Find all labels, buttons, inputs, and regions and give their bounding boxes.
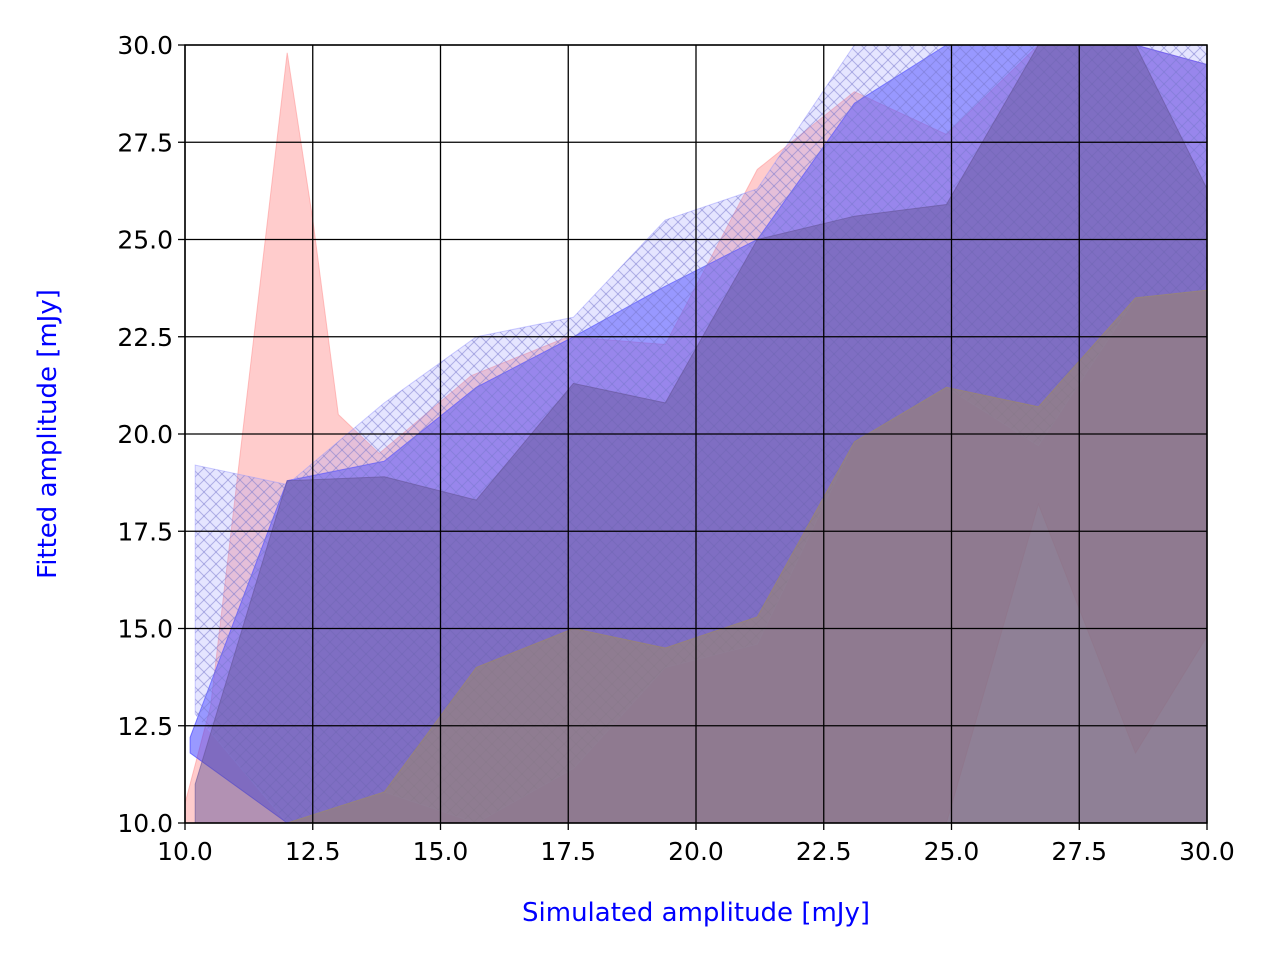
x-tick-label: 15.0	[413, 837, 469, 866]
x-axis-label: Simulated amplitude [mJy]	[522, 898, 870, 928]
x-tick-label: 30.0	[1179, 837, 1235, 866]
x-tick-label: 17.5	[540, 837, 596, 866]
y-tick-label: 27.5	[117, 128, 173, 157]
x-axis: 10.0 12.5 15.0 17.5 20.0 22.5 25.0 27.5 30.0	[157, 823, 1235, 866]
y-tick-label: 17.5	[117, 517, 173, 546]
x-tick-label: 25.0	[924, 837, 980, 866]
area-band-5	[195, 289, 1207, 823]
y-tick-label: 12.5	[117, 712, 173, 741]
y-tick-label: 20.0	[117, 420, 173, 449]
y-tick-label: 15.0	[117, 615, 173, 644]
x-tick-label: 10.0	[157, 837, 213, 866]
y-axis: 10.0 12.5 15.0 17.5 20.0 22.5 25.0 27.5 30.0	[117, 31, 185, 838]
y-tick-label: 25.0	[117, 226, 173, 255]
x-tick-label: 12.5	[285, 837, 341, 866]
y-axis-label: Fitted amplitude [mJy]	[33, 289, 63, 579]
y-tick-label: 10.0	[117, 809, 173, 838]
x-tick-label: 20.0	[668, 837, 724, 866]
x-tick-label: 27.5	[1051, 837, 1107, 866]
y-tick-label: 30.0	[117, 31, 173, 60]
y-tick-label: 22.5	[117, 323, 173, 352]
x-tick-label: 22.5	[796, 837, 852, 866]
